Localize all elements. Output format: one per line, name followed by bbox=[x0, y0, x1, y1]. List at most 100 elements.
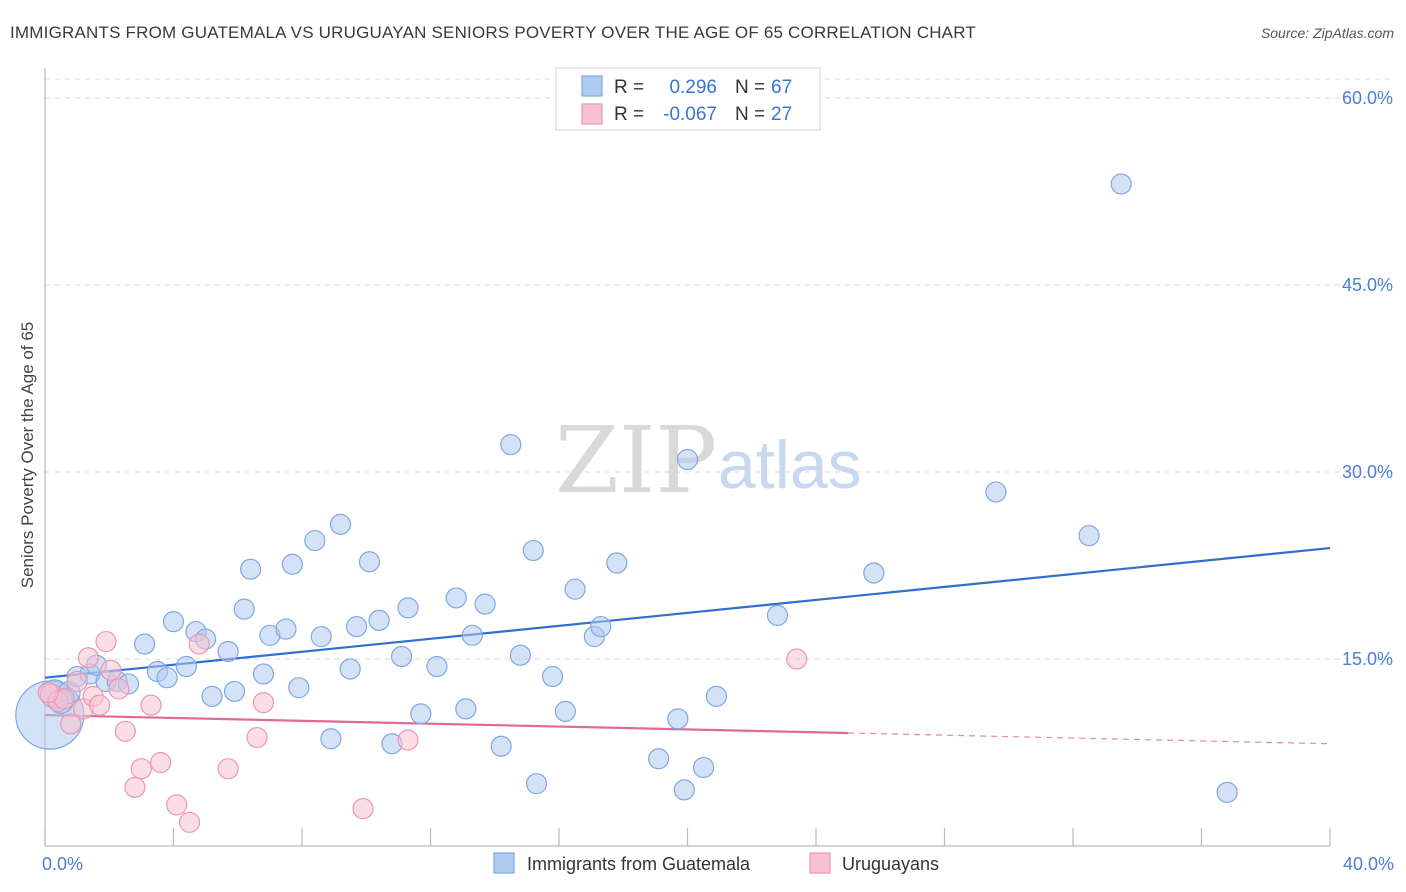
guatemala-point-61 bbox=[766, 604, 789, 626]
uruguayans-point-19 bbox=[188, 633, 210, 655]
guatemala-point-65 bbox=[1110, 173, 1132, 195]
legend-swatch-uruguayans bbox=[581, 103, 603, 125]
uruguayans-point-4 bbox=[66, 670, 88, 693]
guatemala-point-13 bbox=[162, 610, 185, 633]
data-points bbox=[15, 173, 1238, 833]
guatemala-point-19 bbox=[223, 680, 246, 703]
legend-r-label-1: R = bbox=[614, 104, 644, 125]
uruguayans-point-21 bbox=[246, 726, 268, 749]
x-tick-label-max: 40.0% bbox=[1343, 854, 1394, 874]
guatemala-point-64 bbox=[1078, 524, 1100, 547]
guatemala-point-12 bbox=[156, 667, 178, 689]
guatemala-point-33 bbox=[358, 551, 381, 573]
guatemala-point-46 bbox=[509, 644, 532, 666]
y-tick-label-30: 30.0% bbox=[1342, 462, 1393, 482]
guatemala-point-47 bbox=[522, 539, 544, 562]
uruguayans-point-23 bbox=[352, 797, 374, 820]
guatemala-point-56 bbox=[667, 708, 689, 730]
guatemala-point-45 bbox=[500, 433, 522, 456]
guatemala-point-40 bbox=[445, 587, 467, 609]
guatemala-point-14 bbox=[175, 655, 197, 678]
y-tick-label-60: 60.0% bbox=[1342, 88, 1393, 108]
guatemala-point-51 bbox=[564, 578, 586, 600]
guatemala-point-26 bbox=[288, 677, 310, 699]
guatemala-point-57 bbox=[673, 779, 695, 801]
guatemala-point-18 bbox=[217, 640, 239, 663]
uruguayans-point-26 bbox=[37, 682, 59, 704]
series-legend-swatch-guatemala bbox=[493, 852, 515, 874]
guatemala-point-29 bbox=[320, 728, 342, 750]
legend-r-value-0: 0.296 bbox=[669, 77, 717, 98]
guatemala-point-54 bbox=[606, 552, 628, 574]
y-axis-label: Seniors Poverty Over the Age of 65 bbox=[18, 322, 37, 588]
guatemala-point-24 bbox=[275, 618, 297, 640]
guatemala-trend-line bbox=[44, 546, 1331, 679]
series-legend-swatch-uruguayans bbox=[809, 852, 831, 874]
uruguayans-point-14 bbox=[130, 758, 152, 780]
uruguayans-point-24 bbox=[397, 729, 419, 751]
series-legend-label-uruguayans: Uruguayans bbox=[842, 854, 939, 874]
guatemala-point-31 bbox=[339, 658, 361, 680]
uruguayans-point-17 bbox=[166, 794, 188, 816]
x-tick-label-min: 0.0% bbox=[42, 854, 83, 874]
tick-labels: 15.0% 30.0% 45.0% 60.0% 0.0% 40.0% bbox=[42, 88, 1394, 874]
uruguayans-trend-line-extrapolated bbox=[848, 732, 1331, 745]
guatemala-point-41 bbox=[455, 698, 477, 720]
uruguayans-point-10 bbox=[100, 659, 122, 681]
stats-legend: R = 0.296 N = 67 R = -0.067 N = 27 bbox=[555, 67, 821, 131]
guatemala-point-37 bbox=[397, 597, 419, 619]
guatemala-point-22 bbox=[252, 663, 275, 685]
legend-n-value-1: 27 bbox=[771, 104, 792, 125]
y-tick-label-15: 15.0% bbox=[1342, 649, 1393, 669]
guatemala-point-28 bbox=[310, 625, 332, 648]
guatemala-point-58 bbox=[676, 448, 699, 471]
chart-source: Source: ZipAtlas.com bbox=[1261, 25, 1394, 41]
legend-r-value-1: -0.067 bbox=[663, 104, 717, 125]
guatemala-point-21 bbox=[240, 558, 262, 580]
uruguayans-point-15 bbox=[140, 694, 162, 716]
guatemala-point-48 bbox=[525, 773, 548, 795]
guatemala-point-60 bbox=[705, 685, 728, 708]
trend-lines bbox=[44, 546, 1331, 745]
guatemala-point-44 bbox=[490, 735, 512, 757]
uruguayans-point-12 bbox=[114, 720, 136, 742]
uruguayans-point-13 bbox=[124, 776, 146, 799]
legend-n-value-0: 67 bbox=[771, 77, 792, 98]
guatemala-point-25 bbox=[281, 553, 303, 575]
guatemala-point-10 bbox=[133, 633, 156, 655]
uruguayans-point-25 bbox=[786, 648, 808, 670]
uruguayans-point-11 bbox=[108, 678, 130, 700]
legend-r-label-0: R = bbox=[614, 77, 644, 98]
guatemala-point-63 bbox=[985, 481, 1007, 503]
y-tick-label-45: 45.0% bbox=[1342, 275, 1393, 295]
legend-n-label-0: N = bbox=[735, 77, 765, 98]
uruguayans-point-22 bbox=[252, 692, 275, 714]
guatemala-point-32 bbox=[346, 615, 368, 638]
guatemala-point-59 bbox=[692, 756, 715, 779]
uruguayans-point-9 bbox=[95, 630, 117, 653]
uruguayans-trend-line bbox=[44, 714, 849, 735]
legend-swatch-guatemala bbox=[581, 75, 603, 97]
guatemala-point-30 bbox=[329, 513, 352, 535]
uruguayans-point-6 bbox=[77, 647, 99, 669]
uruguayans-point-3 bbox=[60, 713, 82, 735]
guatemala-point-17 bbox=[201, 685, 223, 708]
guatemala-point-34 bbox=[368, 609, 390, 631]
guatemala-point-20 bbox=[233, 598, 255, 620]
guatemala-point-66 bbox=[1216, 781, 1238, 803]
guatemala-point-50 bbox=[554, 700, 577, 722]
uruguayans-point-16 bbox=[150, 751, 172, 774]
uruguayans-point-18 bbox=[178, 811, 201, 833]
guatemala-point-62 bbox=[863, 562, 885, 584]
guatemala-point-49 bbox=[541, 665, 564, 688]
guatemala-point-43 bbox=[474, 593, 496, 615]
guatemala-point-55 bbox=[647, 748, 670, 770]
legend-n-label-1: N = bbox=[735, 104, 765, 125]
guatemala-point-27 bbox=[304, 529, 326, 552]
uruguayans-point-8 bbox=[89, 694, 111, 716]
series-legend-label-guatemala: Immigrants from Guatemala bbox=[527, 854, 751, 874]
chart-title: IMMIGRANTS FROM GUATEMALA VS URUGUAYAN S… bbox=[10, 23, 976, 42]
guatemala-point-38 bbox=[410, 703, 432, 725]
series-legend: Immigrants from Guatemala Uruguayans bbox=[493, 852, 939, 874]
